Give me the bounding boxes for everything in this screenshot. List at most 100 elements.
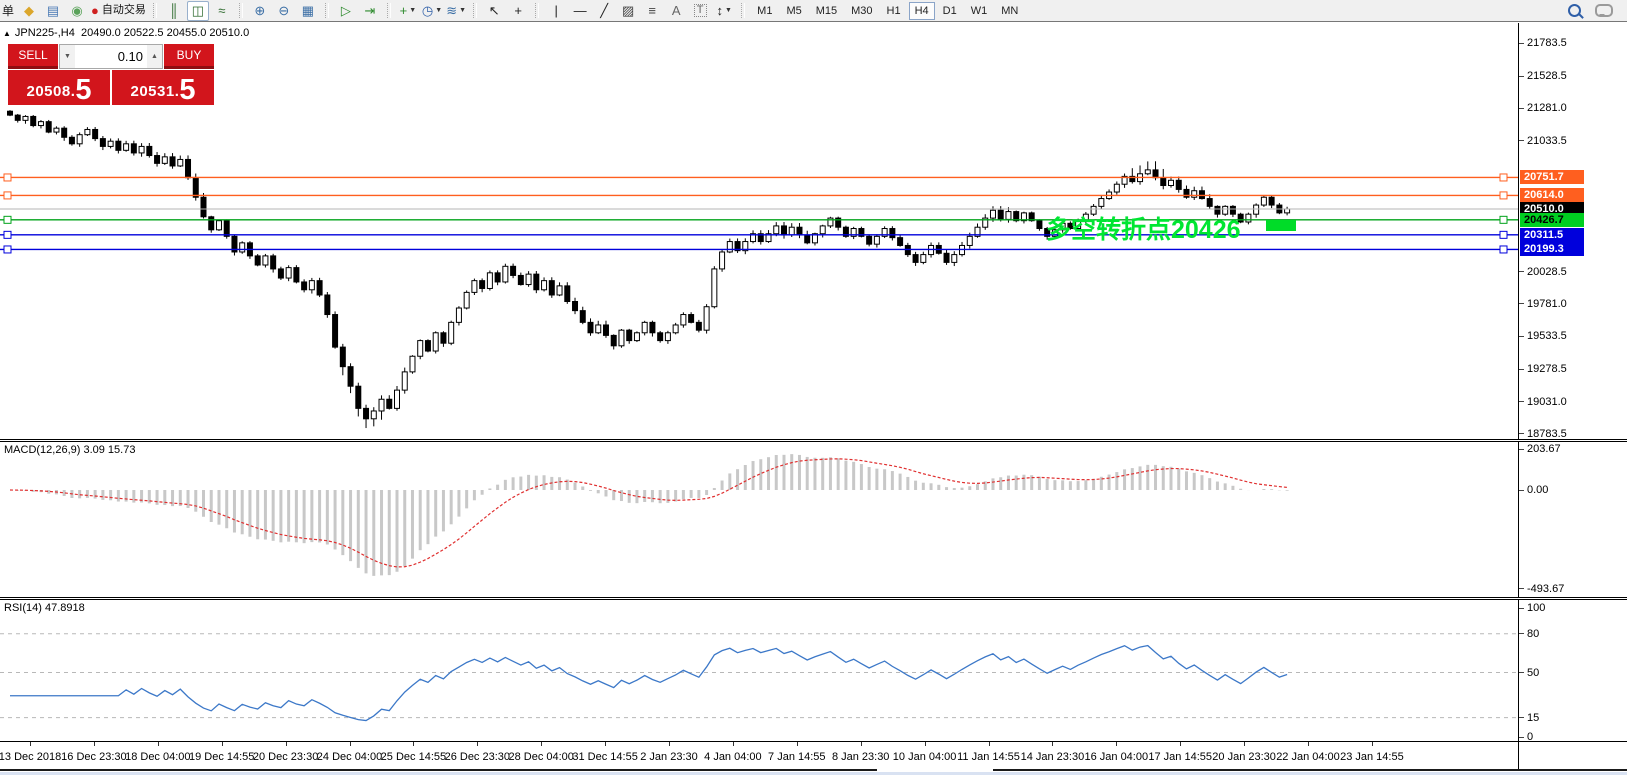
line-handle[interactable] (1499, 191, 1508, 200)
macd-chart-canvas[interactable] (0, 442, 1519, 597)
buy-button[interactable]: BUY (164, 44, 214, 69)
bid-price-box[interactable]: 20508. 5 (8, 70, 110, 105)
y-axis-tick: 21281.0 (1527, 102, 1567, 115)
text-icon[interactable]: A (665, 1, 687, 21)
tile-windows-icon[interactable]: ▦ (297, 1, 319, 21)
collapse-trade-panel-icon[interactable]: ▲ (3, 29, 11, 38)
time-axis-label: 7 Jan 14:55 (768, 751, 826, 763)
candlestick-chart-icon[interactable]: ◫ (186, 0, 209, 21)
toolbar-partial-label[interactable]: 单 (2, 4, 15, 18)
ask-price-box[interactable]: 20531. 5 (112, 70, 214, 105)
rsi-axis-tickmark (1519, 717, 1524, 719)
toolbar: 单 ◆ ▤ ◉ ● 自动交易 ║ ◫ ≈ ⊕ ⊖ ▦ ▷ ⇥ + ▼ ◷ ▼ ≋ ▼ ↖ + | — ╱ ▨ ≡ A T ↕ ▼ M1 M5 M… (0, 0, 1627, 22)
panel-separator[interactable] (0, 439, 1627, 442)
line-handle[interactable] (1499, 215, 1508, 224)
candles[interactable] (7, 110, 1291, 429)
timeframe-button-mn[interactable]: MN (1001, 4, 1019, 17)
h-scrollbar-track[interactable] (993, 769, 1627, 771)
vertical-line-icon[interactable]: | (545, 1, 567, 21)
time-axis-label: 20 Jan 23:30 (1212, 751, 1276, 763)
line-handle[interactable] (3, 245, 12, 254)
cursor-icon[interactable]: ↖ (483, 1, 505, 21)
current-price-badge[interactable]: 20510.0 (1520, 201, 1584, 216)
dropdown-caret-icon[interactable]: ▼ (459, 7, 467, 14)
fibonacci-icon[interactable]: ≡ (641, 1, 663, 21)
add-chart-icon[interactable]: + ▼ (397, 1, 419, 21)
price-chart-canvas[interactable]: 多空转折点20426 (0, 23, 1519, 439)
y-axis-tickmark (1519, 42, 1524, 44)
period-clock-icon[interactable]: ◷ ▼ (421, 1, 443, 21)
search-icon[interactable] (1568, 4, 1581, 17)
volume-value[interactable]: 0.10 (117, 49, 143, 64)
crosshair-icon[interactable]: + (507, 1, 529, 21)
dropdown-caret-icon[interactable]: ▼ (724, 7, 732, 14)
line-chart-icon[interactable]: ≈ (211, 1, 233, 21)
price-level-badge[interactable]: 20426.7 (1520, 212, 1584, 227)
trendline-icon[interactable]: ╱ (593, 1, 615, 21)
signals-icon[interactable]: ◉ (66, 1, 88, 21)
toolbar-separator (473, 3, 478, 18)
y-axis-tickmark (1519, 368, 1524, 370)
time-axis-label: 18 Dec 04:00 (125, 751, 191, 763)
arrows-icon[interactable]: ↕ ▼ (713, 1, 735, 21)
line-handle[interactable] (3, 191, 12, 200)
channel-icon[interactable]: ▨ (617, 1, 639, 21)
price-level-badge[interactable]: 20199.3 (1520, 242, 1584, 257)
timeframe-button-h4[interactable]: H4 (908, 1, 935, 20)
horizontal-line-icon[interactable]: — (569, 1, 591, 21)
new-order-icon[interactable]: ◆ (18, 1, 40, 21)
horizontal-line-icon: — (573, 3, 587, 18)
dropdown-caret-icon[interactable]: ▼ (435, 7, 443, 14)
bar-chart-icon: ║ (169, 3, 179, 18)
timeframe-button-m15[interactable]: M15 (815, 4, 838, 17)
chart-annotation-text[interactable]: 多空转折点20426 (1046, 215, 1241, 244)
dropdown-caret-icon[interactable]: ▼ (409, 7, 417, 14)
chat-icon[interactable] (1595, 4, 1613, 17)
timeframe-button-w1[interactable]: W1 (970, 4, 988, 17)
new-order-icon: ◆ (24, 3, 35, 18)
volume-stepper: ▼ 0.10 ▲ (59, 44, 163, 69)
timeframe-button-m1[interactable]: M1 (757, 4, 773, 17)
time-axis-label: 19 Dec 14:55 (188, 751, 255, 763)
timeframe-button-m30[interactable]: M30 (851, 4, 873, 17)
zoom-out-icon[interactable]: ⊖ (273, 1, 295, 21)
highlight-rect[interactable] (1266, 220, 1296, 231)
tile-windows-icon: ▦ (301, 3, 315, 18)
volume-increase-button[interactable]: ▲ (147, 45, 162, 68)
zoom-in-icon[interactable]: ⊕ (249, 1, 271, 21)
rsi-axis-tick: 50 (1527, 666, 1540, 679)
line-handle[interactable] (1499, 245, 1508, 254)
timeframe-button-m5[interactable]: M5 (786, 4, 802, 17)
bar-chart-icon[interactable]: ║ (163, 1, 185, 21)
volume-decrease-button[interactable]: ▼ (60, 45, 75, 68)
line-handle[interactable] (3, 215, 12, 224)
sell-button[interactable]: SELL (8, 44, 58, 69)
channel-icon: ▨ (622, 3, 635, 18)
line-handle[interactable] (3, 173, 12, 182)
toolbar-separator (741, 3, 746, 18)
price-level-badge[interactable]: 20311.5 (1520, 227, 1584, 242)
timeframe-button-d1[interactable]: D1 (942, 4, 957, 17)
price-level-badge[interactable]: 20751.7 (1520, 170, 1584, 185)
rsi-axis-tick: 80 (1527, 627, 1540, 640)
rsi-chart-canvas[interactable] (0, 600, 1519, 741)
chart-shift-icon[interactable]: ⇥ (359, 1, 381, 21)
period-clock-icon: ◷ (421, 3, 434, 18)
line-handle[interactable] (1499, 230, 1508, 239)
panel-separator[interactable] (0, 597, 1627, 600)
h-scrollbar-track[interactable] (0, 769, 877, 771)
time-axis-label: 2 Jan 23:30 (640, 751, 698, 763)
autotrading-icon[interactable]: ● 自动交易 (90, 1, 147, 21)
template-icon[interactable]: ≋ ▼ (445, 1, 467, 21)
add-chart-icon: + (399, 3, 408, 18)
timeframe-button-h1[interactable]: H1 (886, 4, 901, 17)
auto-scroll-icon[interactable]: ▷ (335, 1, 357, 21)
line-handle[interactable] (3, 230, 12, 239)
line-handle[interactable] (1499, 173, 1508, 182)
price-level-badge[interactable]: 20614.0 (1520, 188, 1584, 203)
market-watch-icon[interactable]: ▤ (42, 1, 64, 21)
time-axis-tickmark (924, 742, 926, 746)
text-label-icon[interactable]: T (689, 1, 711, 21)
y-axis-tick: 19533.5 (1527, 330, 1567, 343)
